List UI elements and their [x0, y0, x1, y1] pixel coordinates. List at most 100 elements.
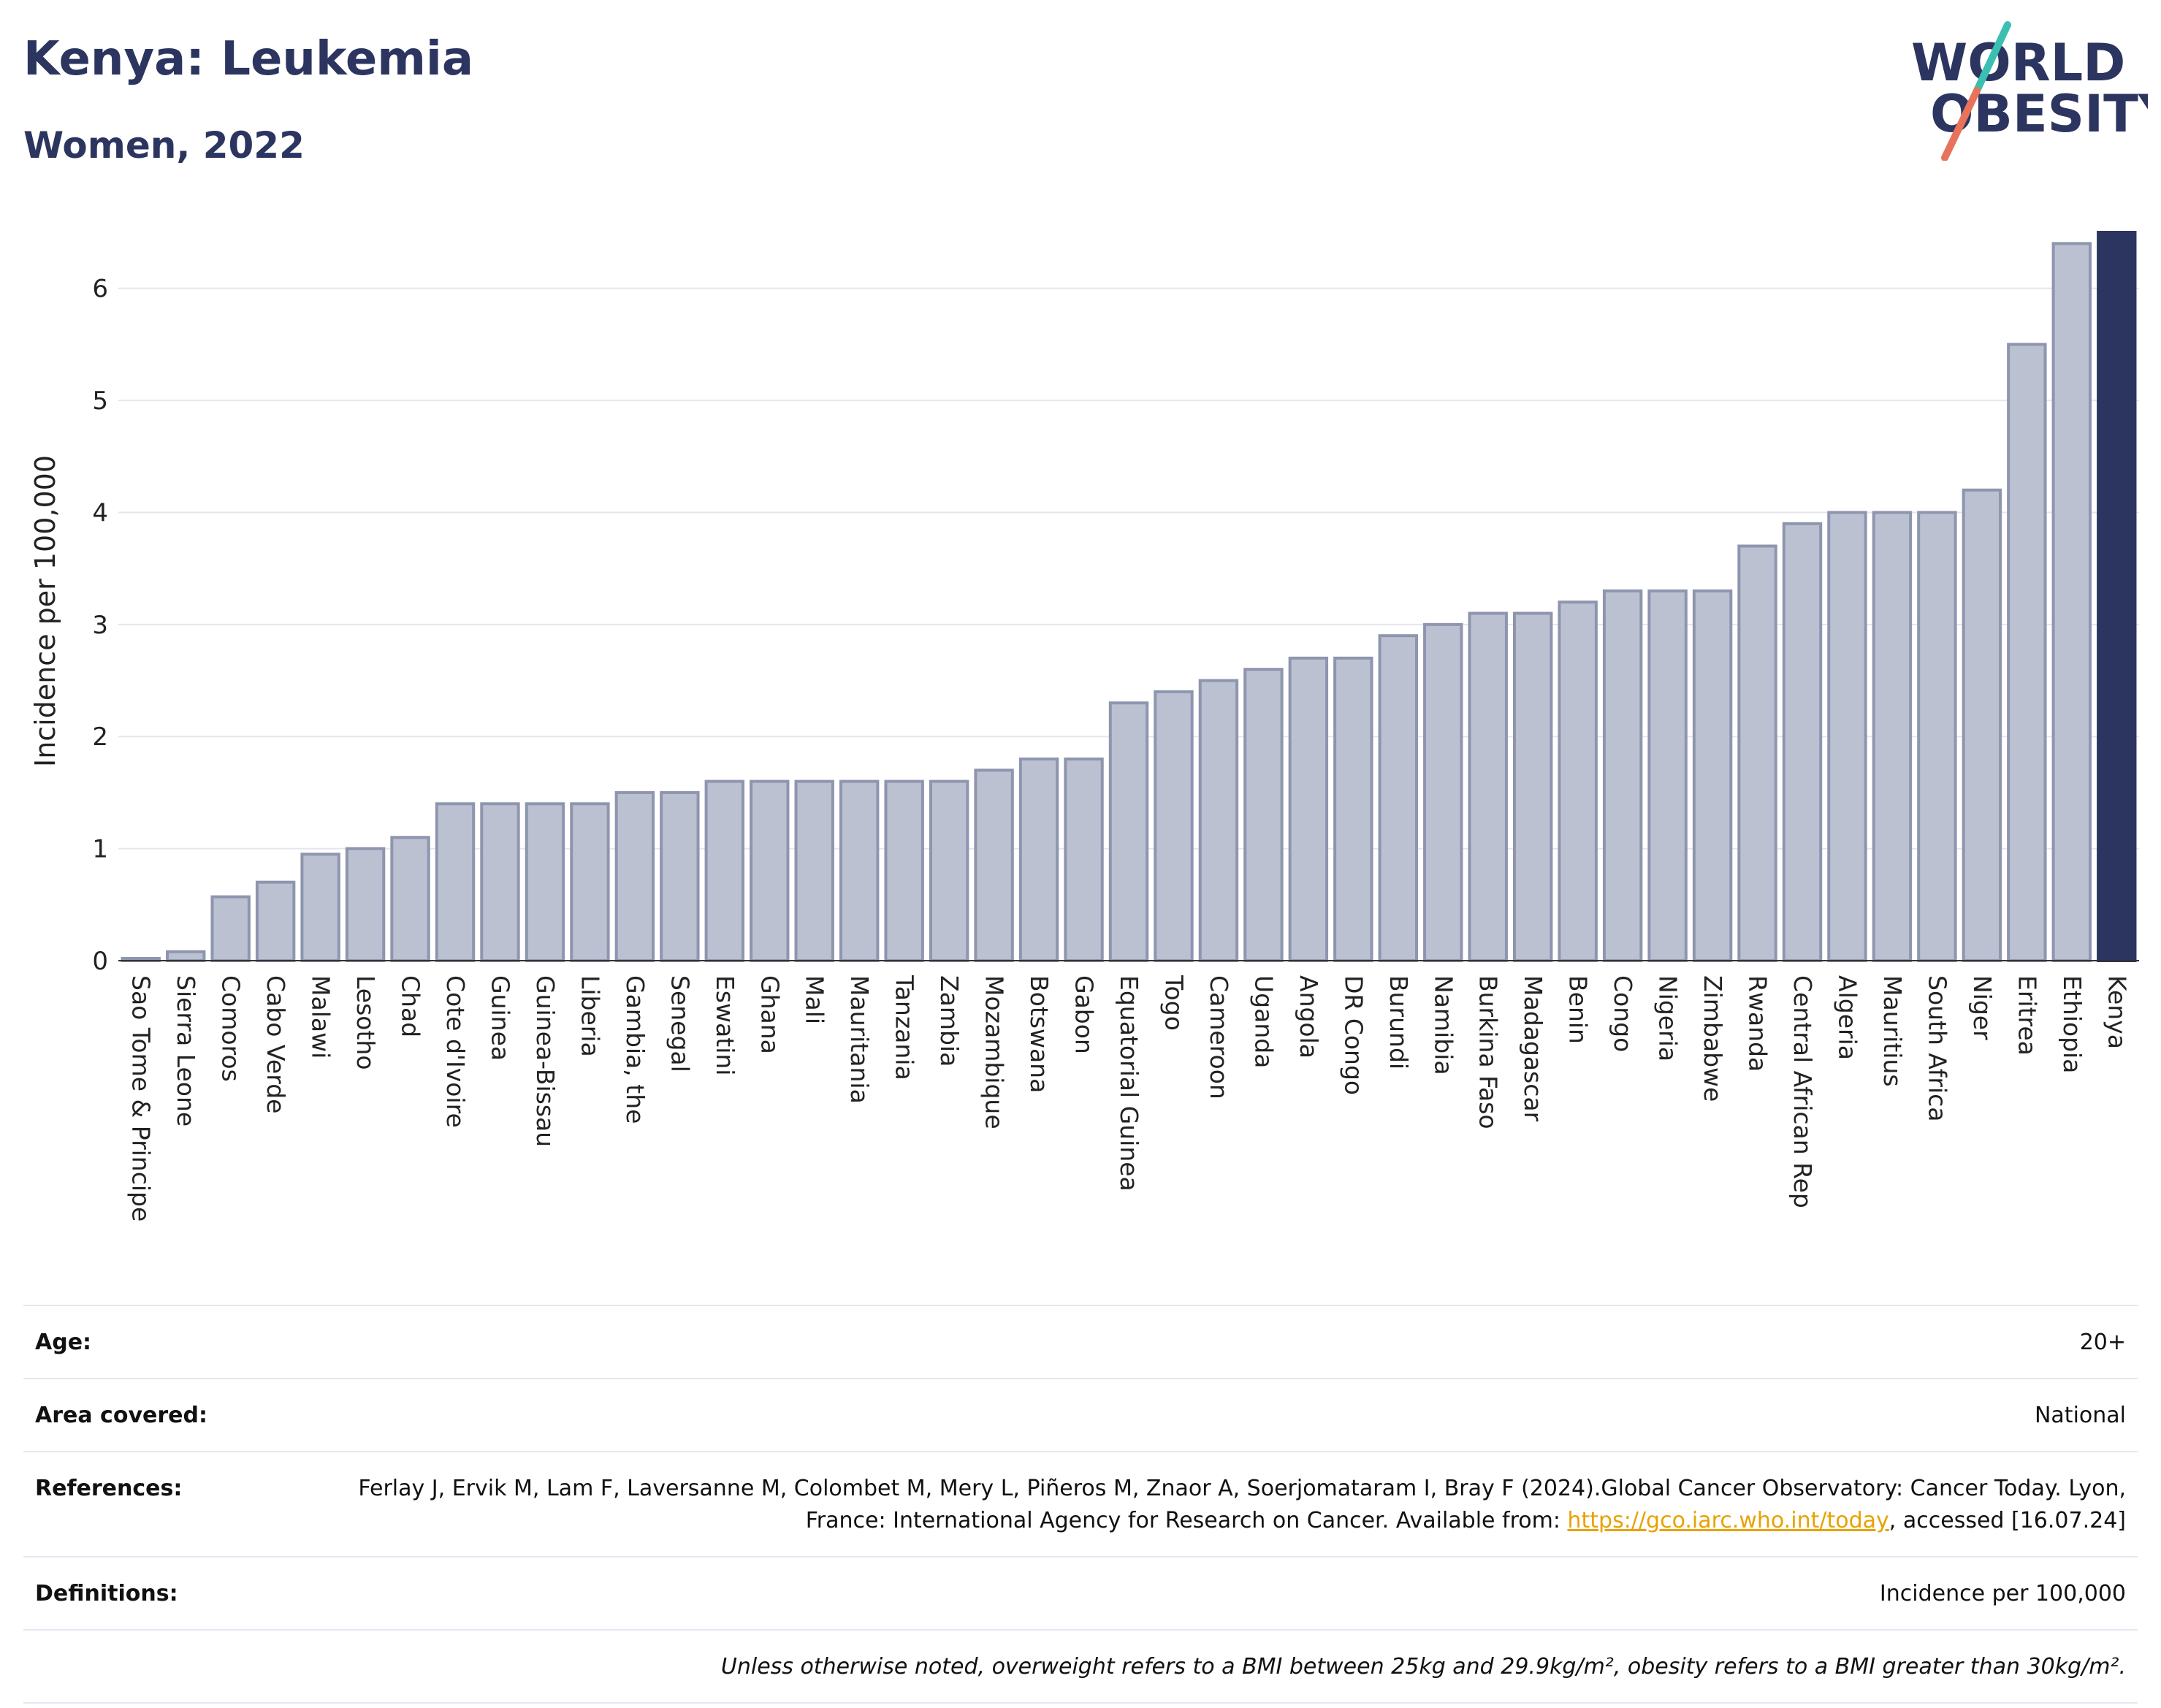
x-tick-label: DR Congo [1339, 975, 1368, 1095]
references-label: References: [35, 1476, 183, 1501]
x-tick-label: Liberia [576, 975, 604, 1057]
x-tick-label: Burkina Faso [1474, 975, 1503, 1129]
definitions-label: Definitions: [35, 1581, 178, 1606]
bar-burundi [1378, 634, 1419, 963]
y-tick-label: 3 [92, 611, 108, 640]
references-link[interactable]: https://gco.iarc.who.int/today [1567, 1508, 1889, 1533]
x-tick-label: Comoros [217, 975, 245, 1082]
bar-burkina-faso [1468, 611, 1508, 962]
x-tick-label: Rwanda [1744, 975, 1772, 1072]
bar-kenya [2097, 231, 2137, 962]
y-tick-label: 2 [92, 723, 108, 752]
bar-algeria [1827, 511, 1867, 962]
references-value: Ferlay J, Ervik M, Lam F, Laversanne M, … [285, 1473, 2126, 1537]
x-tick-label: Benin [1564, 975, 1593, 1044]
metadata-table: Age: 20+ Area covered: National Referenc… [23, 1305, 2138, 1704]
age-label: Age: [35, 1330, 92, 1355]
y-tick-label: 4 [92, 498, 108, 527]
x-tick-label: Mauritania [845, 975, 874, 1104]
logo-line1: WORLD [1911, 33, 2125, 93]
bar-guinea [480, 802, 520, 962]
bar-namibia [1423, 622, 1463, 962]
y-axis-label: Incidence per 100,000 [29, 455, 61, 767]
bar-benin [1558, 601, 1598, 963]
bar-liberia [570, 802, 610, 962]
bar-equatorial-guinea [1108, 701, 1149, 962]
y-tick-label: 6 [92, 275, 108, 304]
x-tick-label: Tanzania [891, 975, 919, 1080]
bar-malawi [300, 853, 340, 962]
x-tick-label: Guinea [486, 975, 514, 1061]
age-value: 20+ [2079, 1330, 2126, 1355]
x-tick-label: Algeria [1833, 975, 1861, 1060]
x-tick-label: Gabon [1070, 975, 1099, 1054]
bar-congo [1602, 589, 1643, 962]
chart-title: Kenya: Leukemia [23, 32, 474, 86]
bar-botswana [1018, 757, 1059, 963]
x-tick-label: Gambia, the [621, 975, 649, 1124]
bar-gambia-the [614, 790, 655, 963]
bar-niger [1962, 488, 2002, 962]
bar-central-african-rep [1782, 522, 1823, 962]
area-value: National [2034, 1403, 2126, 1428]
x-tick-label: Ethiopia [2058, 975, 2086, 1073]
x-tick-label: Eswatini [711, 975, 739, 1075]
bar-cote-d-ivoire [435, 802, 476, 962]
meta-row-age: Age: 20+ [23, 1305, 2138, 1378]
bar-mali [794, 779, 834, 962]
x-tick-label: Kenya [2103, 975, 2131, 1049]
bar-chad [390, 836, 430, 962]
bar-rwanda [1737, 544, 1777, 962]
meta-row-area: Area covered: National [23, 1378, 2138, 1451]
x-tick-label: Congo [1609, 975, 1637, 1052]
bar-togo [1154, 690, 1194, 963]
x-tick-label: Guinea-Bissau [531, 975, 560, 1147]
x-tick-label: Cabo Verde [262, 975, 290, 1113]
x-tick-label: Central African Rep [1788, 975, 1817, 1208]
bar-zimbabwe [1692, 589, 1733, 962]
logo-slash-teal [1973, 21, 2011, 94]
x-tick-label: Sierra Leone [172, 975, 200, 1126]
x-tick-label: Eritrea [2013, 975, 2041, 1056]
bars [121, 231, 2137, 963]
bar-dr-congo [1333, 656, 1373, 962]
x-tick-label: Madagascar [1519, 975, 1547, 1122]
x-tick-labels: Sao Tome & Principe Sierra Leone Comoros Ca… [127, 975, 2132, 1221]
bar-sierra-leone [165, 950, 206, 963]
world-obesity-logo: WORLD OBESITY [1911, 21, 2148, 161]
bar-eritrea [2007, 343, 2047, 962]
definitions-value: Incidence per 100,000 [1879, 1581, 2126, 1606]
bar-lesotho [345, 847, 386, 962]
bar-cabo-verde [255, 880, 296, 963]
meta-row-references: References: Ferlay J, Ervik M, Lam F, La… [23, 1451, 2138, 1556]
y-tick-label: 1 [92, 835, 108, 864]
bar-mauritius [1872, 511, 1913, 962]
references-tail: , accessed [16.07.24] [1889, 1508, 2126, 1533]
x-tick-label: Uganda [1249, 975, 1278, 1068]
x-tick-label: Togo [1159, 975, 1188, 1031]
bar-tanzania [884, 779, 924, 962]
x-tick-label: Botswana [1025, 975, 1053, 1093]
x-tick-label: Senegal [666, 975, 694, 1072]
bar-ethiopia [2051, 242, 2092, 963]
area-label: Area covered: [35, 1403, 207, 1428]
x-tick-label: Niger [1968, 975, 1997, 1040]
x-tick-label: Burundi [1384, 975, 1413, 1070]
logo-slash-coral [1941, 87, 1981, 161]
bar-mauritania [839, 779, 880, 962]
x-tick-label: Mauritius [1878, 975, 1907, 1087]
x-tick-label: Cote d'Ivoire [441, 975, 470, 1128]
x-tick-label: South Africa [1923, 975, 1951, 1122]
x-tick-label: Lesotho [351, 975, 380, 1070]
bar-uganda [1243, 668, 1284, 962]
y-tick-label: 5 [92, 386, 108, 416]
x-tick-label: Angola [1295, 975, 1323, 1059]
references-text: Ferlay J, Ervik M, Lam F, Laversanne M, … [358, 1476, 2126, 1533]
bar-zambia [929, 779, 969, 962]
x-tick-label: Mozambique [980, 975, 1009, 1129]
x-tick-label: Nigeria [1654, 975, 1682, 1061]
x-tick-label: Sao Tome & Principe [127, 975, 156, 1221]
y-tick-label: 0 [92, 947, 108, 976]
bar-madagascar [1512, 611, 1553, 962]
bar-nigeria [1647, 589, 1688, 962]
